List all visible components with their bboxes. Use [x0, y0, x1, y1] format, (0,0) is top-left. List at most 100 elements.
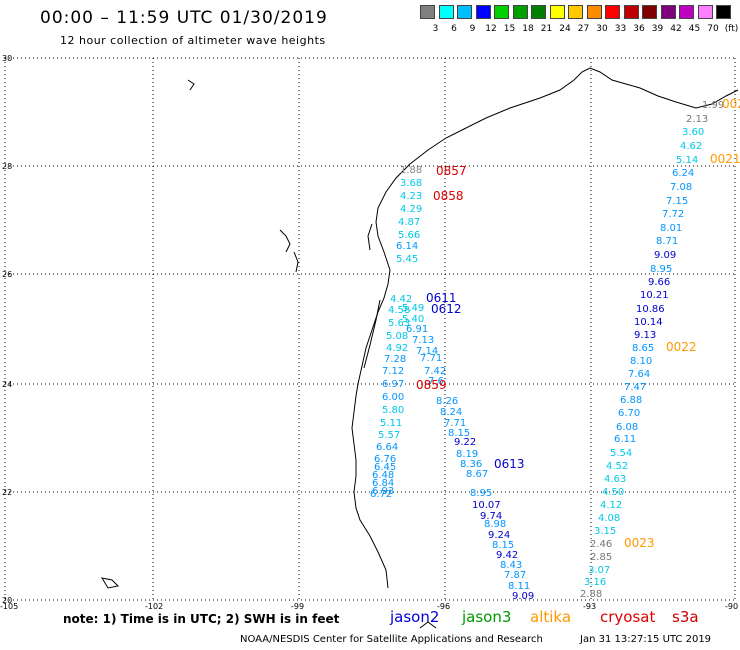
- legend-altika: altika: [530, 608, 572, 626]
- wave-height-value: 8.10: [630, 356, 652, 367]
- wave-height-value: 4.58: [388, 305, 410, 316]
- scale-label: 42: [670, 24, 682, 34]
- longitude-label: -102: [145, 602, 163, 611]
- wave-height-value: 5.80: [382, 405, 404, 416]
- wave-height-value: 8.11: [508, 581, 530, 592]
- pass-number-label: 0020: [722, 97, 740, 111]
- wave-height-value: 8.95: [650, 264, 672, 275]
- longitude-label: -90: [725, 602, 738, 611]
- inland-lakes: [100, 79, 437, 629]
- wave-height-value: 2.88: [580, 589, 602, 600]
- wave-height-value: 8.43: [500, 560, 522, 571]
- wave-height-value: 8.67: [466, 469, 488, 480]
- legend-cryosat: cryosat: [600, 608, 656, 626]
- scale-label: 70: [707, 24, 719, 34]
- longitude-label: -96: [437, 602, 450, 611]
- pass-number-label: 0612: [431, 302, 462, 316]
- wave-height-value: 6.97: [382, 379, 404, 390]
- wave-height-value: 7.72: [662, 209, 684, 220]
- gulf-coastline: [351, 67, 739, 589]
- wave-height-value: 7.28: [384, 354, 406, 365]
- wave-height-value: 9.13: [634, 330, 656, 341]
- wave-height-value: 6.08: [616, 422, 638, 433]
- wave-height-value: 6.45: [374, 462, 396, 473]
- scale-label: 9: [469, 24, 476, 34]
- scale-label: 39: [651, 24, 664, 34]
- pass-number-label: 0021: [710, 152, 740, 166]
- wave-height-value: 6.72: [370, 489, 392, 500]
- wave-height-value: 6.24: [672, 168, 694, 179]
- wave-height-value: 9.66: [648, 277, 670, 288]
- wave-height-value: 2.13: [686, 114, 708, 125]
- legend-jason2: jason2: [390, 608, 440, 626]
- wave-height-value: 9.09: [654, 250, 676, 261]
- wave-height-value: 5.40: [402, 314, 424, 325]
- wave-height-value: 6.11: [614, 434, 636, 445]
- wave-height-value: 4.42: [390, 294, 412, 305]
- footer-timestamp: Jan 31 13:27:15 UTC 2019: [580, 634, 712, 645]
- wave-height-value: 8.24: [440, 407, 462, 418]
- barrier-island: [363, 223, 381, 369]
- latitude-label: 28: [2, 162, 12, 171]
- map-subtitle: 12 hour collection of altimeter wave hei…: [60, 34, 326, 47]
- scale-swatch: [679, 5, 694, 19]
- scale-swatch: [605, 5, 620, 19]
- scale-swatch: [457, 5, 472, 19]
- wave-height-value: 6.64: [376, 442, 398, 453]
- scale-label: 45: [688, 24, 701, 34]
- wave-height-value: 8.98: [484, 519, 506, 530]
- wave-height-value: 4.08: [598, 513, 620, 524]
- lat-lon-grid: [4, 57, 736, 601]
- latitude-label: 22: [2, 488, 12, 497]
- scale-swatch: [623, 5, 639, 19]
- scale-label: 24: [559, 24, 571, 34]
- wave-height-value: 4.50: [602, 487, 624, 498]
- scale-label: 18: [522, 24, 534, 34]
- wave-height-value: 8.71: [656, 236, 678, 247]
- latitude-label: 30: [2, 54, 12, 63]
- wave-height-value: 10.86: [636, 304, 665, 315]
- wave-height-value: 10.14: [634, 317, 663, 328]
- wave-height-value: 7.71: [420, 353, 442, 364]
- scale-swatch: [494, 5, 509, 19]
- wave-height-value: 8.95: [470, 488, 492, 499]
- scale-label: 36: [633, 24, 645, 34]
- wave-height-value: 5.66: [398, 230, 420, 241]
- wave-height-value: 4.92: [386, 343, 408, 354]
- scale-label: 12: [485, 24, 497, 34]
- scale-swatch: [586, 5, 602, 19]
- wave-height-value: 6.88: [620, 395, 642, 406]
- pass-number-label: 0858: [433, 189, 464, 203]
- latitude-label: 24: [2, 380, 12, 389]
- map-title: 00:00 – 11:59 UTC 01/30/2019: [40, 8, 328, 28]
- scale-swatch: [512, 5, 528, 19]
- wave-height-value: 4.63: [604, 474, 626, 485]
- wave-height-value: 3.15: [594, 526, 616, 537]
- wave-height-value: 2.46: [590, 539, 612, 550]
- wave-height-value: 5.49: [402, 303, 424, 314]
- wave-height-value: 6.84: [372, 478, 394, 489]
- wave-height-value: 7.71: [444, 418, 466, 429]
- wave-height-value: 7.12: [382, 366, 404, 377]
- wave-height-value: 5.45: [396, 254, 418, 265]
- wave-height-value: 7.13: [412, 335, 434, 346]
- scale-swatch: [420, 5, 435, 19]
- scale-label: 30: [596, 24, 608, 34]
- scale-swatch: [642, 5, 657, 19]
- wave-height-value: 7.15: [666, 196, 688, 207]
- legend-jason3: jason3: [462, 608, 512, 626]
- wave-height-value: 7.87: [504, 570, 526, 581]
- wave-height-value: 5.14: [676, 155, 698, 166]
- pass-number-label: 0611: [426, 291, 457, 305]
- wave-height-value: 6.48: [372, 470, 394, 481]
- wave-height-value: 7.47: [624, 382, 646, 393]
- pass-number-label: 0857: [436, 164, 467, 178]
- longitude-label: -93: [583, 602, 596, 611]
- wave-height-value: 7.6: [428, 376, 444, 387]
- wave-height-value: 6.00: [382, 392, 404, 403]
- map-note: note: 1) Time is in UTC; 2) SWH is in fe…: [63, 612, 340, 626]
- wave-height-value: 4.29: [400, 204, 422, 215]
- wave-height-value: 8.65: [632, 343, 654, 354]
- wave-height-value: 6.91: [406, 324, 428, 335]
